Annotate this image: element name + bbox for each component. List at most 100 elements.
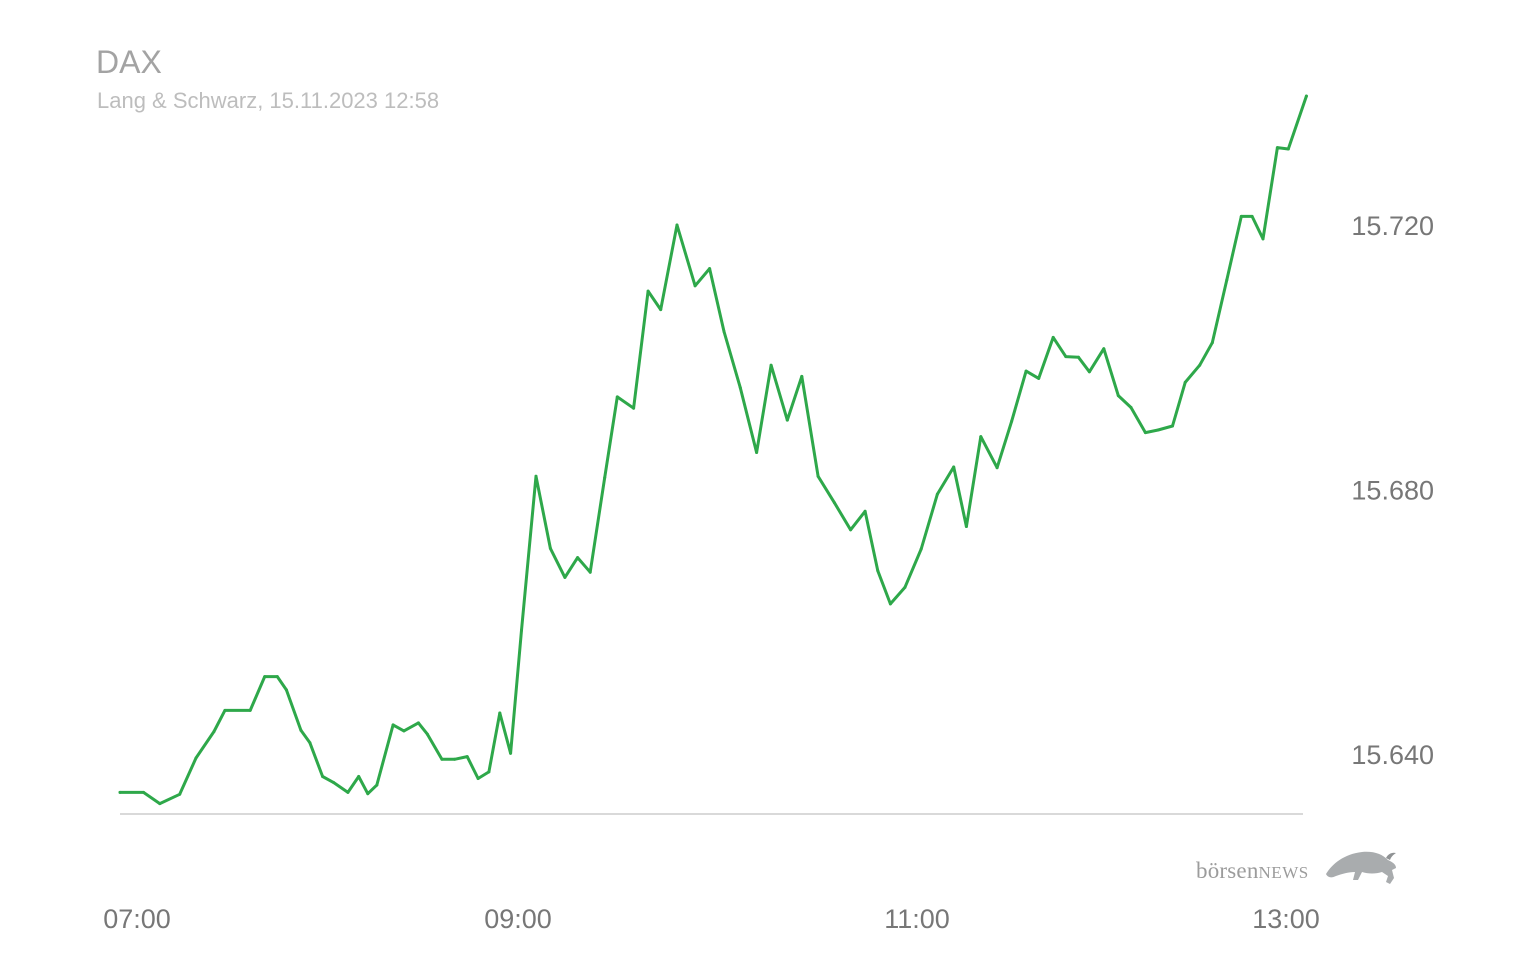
data-point-0 — [118, 790, 122, 794]
data-point-30 — [520, 628, 523, 632]
series-line-dax — [118, 94, 1308, 806]
data-point-77 — [1198, 363, 1202, 367]
data-point-17 — [366, 792, 370, 796]
data-point-69 — [1087, 370, 1091, 374]
bull-icon — [1326, 851, 1396, 884]
data-point-13 — [321, 775, 325, 778]
data-point-1 — [142, 790, 145, 794]
data-point-2 — [158, 802, 162, 806]
data-point-29 — [509, 751, 513, 755]
logo-text: börsenNEWS — [1196, 858, 1309, 884]
data-point-64 — [1024, 369, 1028, 373]
data-point-84 — [1286, 147, 1290, 151]
data-point-9 — [275, 675, 279, 679]
data-point-19 — [391, 723, 395, 727]
data-point-27 — [487, 770, 491, 774]
data-point-78 — [1210, 341, 1214, 345]
data-point-26 — [476, 777, 480, 780]
data-point-42 — [693, 284, 697, 288]
data-point-56 — [903, 585, 907, 589]
data-point-57 — [919, 547, 923, 551]
series-points — [118, 94, 1308, 806]
data-point-60 — [964, 525, 968, 528]
data-point-43 — [708, 267, 712, 271]
chart-title: DAX — [96, 44, 162, 80]
data-point-50 — [816, 474, 820, 478]
data-point-18 — [375, 783, 379, 787]
data-point-44 — [722, 330, 726, 333]
data-point-40 — [659, 308, 663, 312]
x-tick-label-3: 13:00 — [1252, 904, 1320, 934]
data-point-23 — [440, 757, 444, 761]
data-point-59 — [952, 465, 956, 469]
data-point-15 — [346, 790, 350, 794]
data-point-33 — [563, 575, 567, 579]
data-point-54 — [876, 569, 880, 573]
y-tick-label-1: 15.680 — [1351, 476, 1434, 506]
data-point-32 — [548, 546, 552, 550]
data-point-75 — [1171, 424, 1174, 428]
data-point-47 — [769, 363, 773, 367]
data-point-16 — [357, 775, 361, 778]
data-point-21 — [416, 721, 420, 725]
x-tick-label-1: 09:00 — [484, 904, 552, 934]
logo-text-lower: börsen — [1196, 858, 1259, 883]
data-point-6 — [223, 708, 227, 712]
data-point-76 — [1183, 380, 1187, 384]
data-point-71 — [1116, 394, 1120, 398]
data-point-20 — [402, 729, 406, 733]
data-point-7 — [248, 708, 252, 712]
data-point-36 — [603, 476, 607, 480]
data-point-67 — [1064, 355, 1068, 359]
borsennews-logo: börsenNEWS — [1196, 844, 1402, 894]
data-point-28 — [498, 711, 502, 715]
data-point-4 — [194, 756, 198, 760]
data-point-61 — [979, 435, 983, 439]
data-point-74 — [1156, 428, 1160, 432]
data-point-11 — [299, 728, 303, 732]
data-point-3 — [178, 792, 182, 796]
data-point-41 — [675, 223, 679, 227]
data-point-31 — [534, 474, 538, 478]
data-point-82 — [1261, 237, 1265, 241]
data-point-52 — [849, 528, 853, 532]
logo-text-upper: NEWS — [1258, 863, 1309, 882]
data-point-55 — [888, 602, 892, 606]
data-point-70 — [1102, 347, 1106, 351]
data-point-66 — [1051, 335, 1055, 339]
data-point-10 — [284, 688, 288, 692]
data-point-35 — [588, 570, 592, 574]
data-point-12 — [308, 741, 312, 745]
data-point-5 — [212, 730, 216, 733]
x-tick-label-0: 07:00 — [103, 904, 171, 934]
data-point-63 — [1010, 419, 1014, 423]
y-tick-label-2: 15.720 — [1351, 211, 1434, 241]
data-point-38 — [632, 406, 636, 410]
data-point-49 — [800, 374, 804, 378]
x-tick-label-2: 11:00 — [884, 904, 950, 934]
data-point-48 — [785, 418, 789, 422]
data-point-46 — [755, 451, 759, 454]
data-point-8 — [263, 675, 267, 679]
data-point-65 — [1037, 376, 1041, 380]
data-point-51 — [832, 501, 836, 505]
data-point-14 — [331, 780, 335, 784]
data-point-72 — [1129, 406, 1133, 409]
data-point-85 — [1304, 94, 1308, 98]
data-point-68 — [1077, 355, 1080, 359]
data-point-62 — [995, 466, 999, 470]
data-point-45 — [738, 386, 742, 390]
data-point-25 — [465, 755, 469, 759]
data-point-73 — [1143, 431, 1147, 435]
y-axis-ticks: 15.640 15.680 15.720 — [1351, 211, 1434, 770]
y-tick-label-0: 15.640 — [1351, 740, 1434, 770]
data-point-37 — [615, 395, 619, 399]
data-point-22 — [425, 732, 429, 736]
x-axis-ticks: 07:00 09:00 11:00 13:00 — [103, 904, 1320, 934]
chart-subtitle: Lang & Schwarz, 15.11.2023 12:58 — [97, 88, 440, 113]
data-point-34 — [576, 556, 580, 560]
data-point-53 — [863, 509, 867, 513]
data-point-79 — [1225, 278, 1229, 282]
data-point-81 — [1250, 214, 1254, 218]
